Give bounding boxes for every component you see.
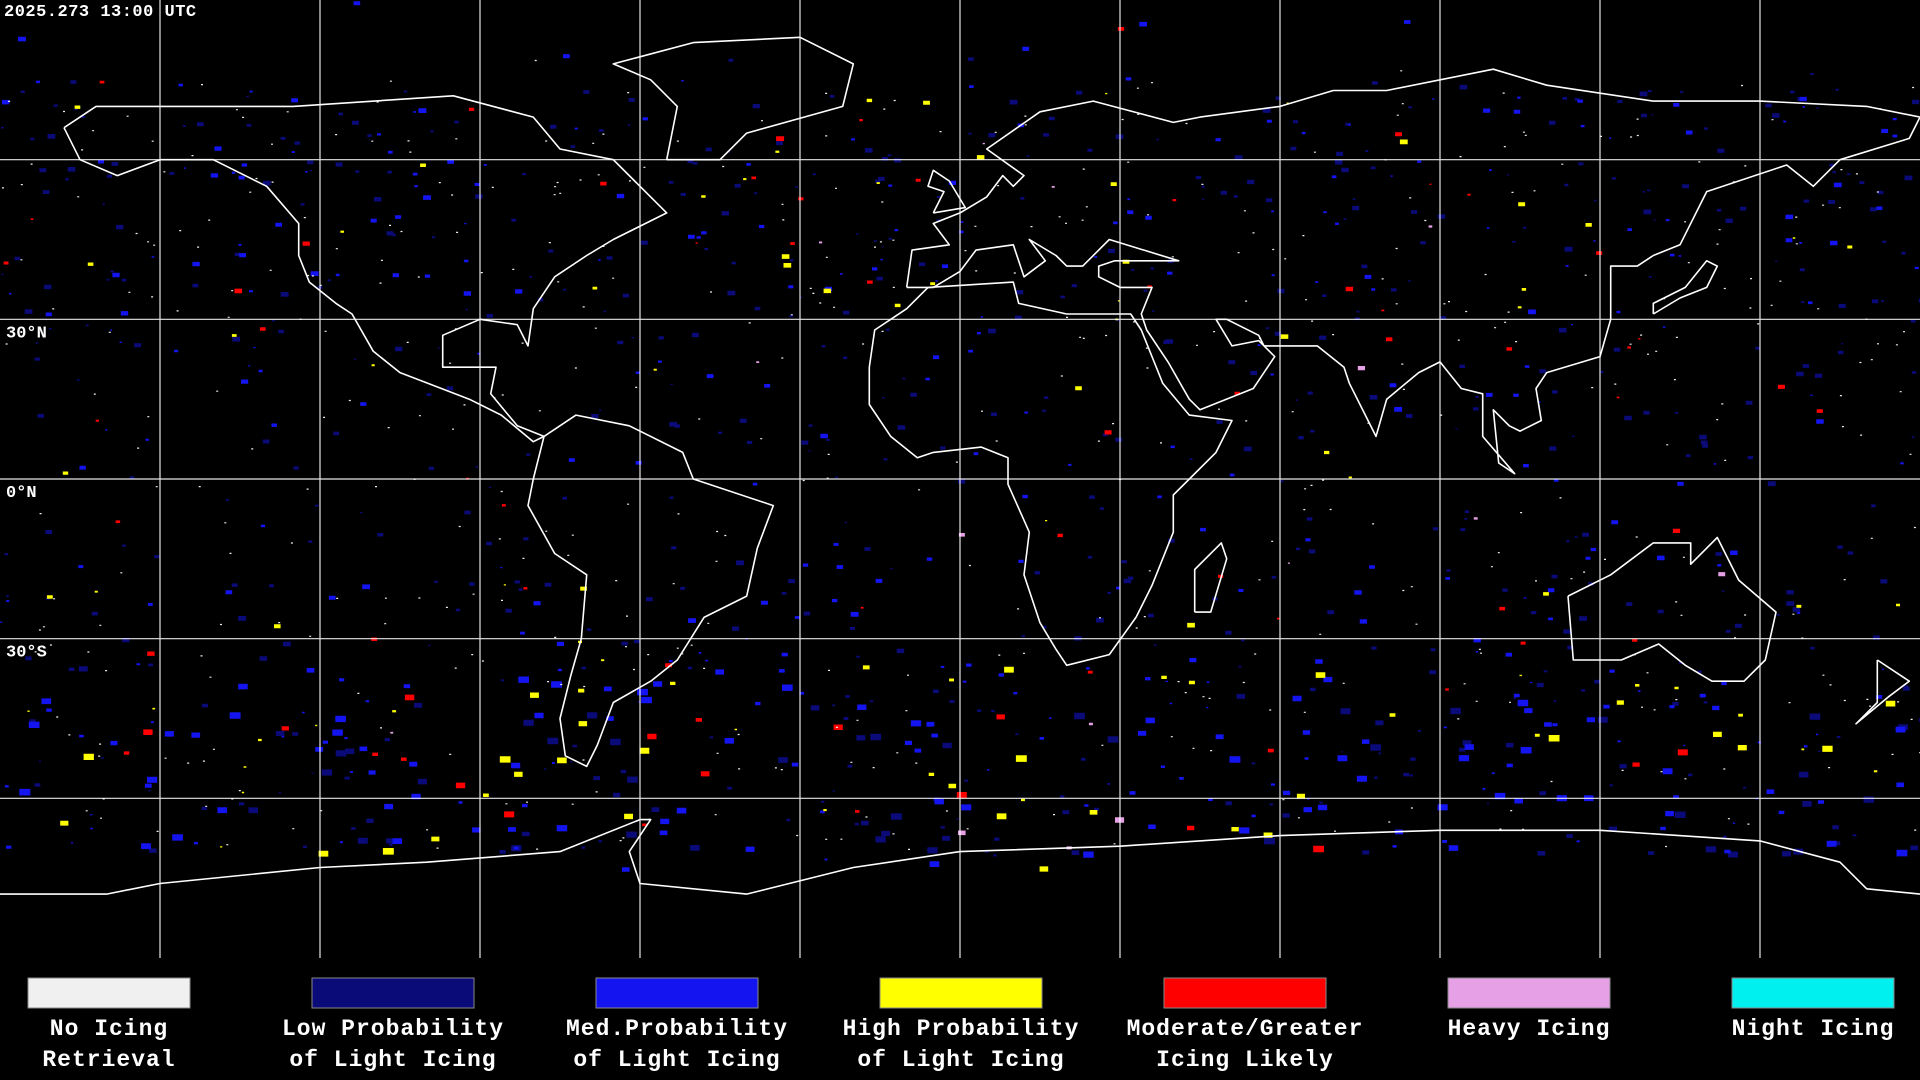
legend-label: High Probability xyxy=(843,1016,1080,1042)
legend-label: No Icing xyxy=(50,1016,168,1042)
legend-label: Med.Probability xyxy=(566,1016,788,1042)
coastline xyxy=(868,281,1233,667)
legend-label: Icing Likely xyxy=(1156,1047,1334,1073)
coastline xyxy=(1652,260,1719,315)
coastline xyxy=(1193,542,1228,613)
legend-label: Retrieval xyxy=(42,1047,175,1073)
timestamp: 2025.273 13:00 UTC xyxy=(4,3,197,22)
legend-swatch xyxy=(1163,977,1327,1009)
coastline xyxy=(63,95,668,443)
legend-label: Night Icing xyxy=(1732,1016,1895,1042)
legend-swatch xyxy=(27,977,191,1009)
latitude-label: 30°N xyxy=(6,324,47,343)
labels: 2025.273 13:00 UTC 30°N 0°N 30°S xyxy=(4,3,197,663)
legend-label: Moderate/Greater xyxy=(1127,1016,1364,1042)
legend-label: Low Probability xyxy=(282,1016,504,1042)
graticule xyxy=(0,0,1920,958)
coastline xyxy=(1855,659,1911,725)
legend: No Icing Retrieval Low Probability of Light… xyxy=(27,977,1895,1073)
legend-label: of Light Icing xyxy=(289,1047,496,1073)
legend-swatch xyxy=(879,977,1043,1009)
coastline xyxy=(927,169,967,214)
coastline xyxy=(905,68,1920,475)
legend-swatch xyxy=(1447,977,1611,1009)
coastline xyxy=(527,414,775,768)
legend-label: Heavy Icing xyxy=(1448,1016,1611,1042)
legend-label: of Light Icing xyxy=(573,1047,780,1073)
legend-swatch xyxy=(311,977,475,1009)
latitude-label: 0°N xyxy=(6,484,37,503)
latitude-label: 30°S xyxy=(6,644,47,663)
coastline xyxy=(1567,536,1777,682)
coastline xyxy=(0,818,1920,895)
legend-swatch xyxy=(595,977,759,1009)
legend-swatch xyxy=(1731,977,1895,1009)
legend-label: of Light Icing xyxy=(857,1047,1064,1073)
